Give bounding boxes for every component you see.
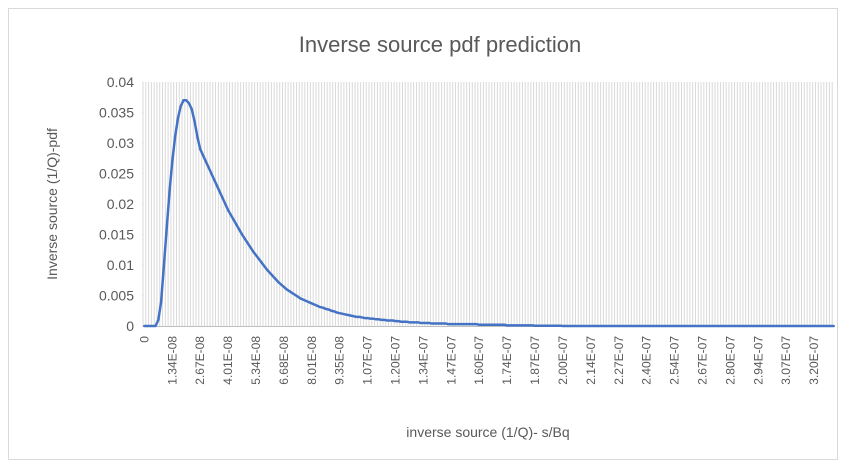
line-series bbox=[143, 99, 835, 328]
x-tick-label: 5.34E-08 bbox=[249, 336, 263, 385]
x-tick-label: 2.40E-07 bbox=[640, 336, 654, 385]
x-tick-label: 2.80E-07 bbox=[723, 336, 737, 385]
chart-area bbox=[8, 8, 838, 460]
x-tick-label: 3.07E-07 bbox=[779, 336, 793, 385]
x-tick-label: 2.67E-07 bbox=[695, 336, 709, 385]
x-tick-label: 9.35E-08 bbox=[333, 336, 347, 385]
x-tick-label: 3.20E-07 bbox=[807, 336, 821, 385]
x-tick-label: 1.87E-07 bbox=[528, 336, 542, 385]
x-tick-label: 1.60E-07 bbox=[472, 336, 486, 385]
y-tick-label: 0.015 bbox=[99, 227, 134, 243]
x-axis-title: inverse source (1/Q)- s/Bq bbox=[406, 424, 569, 440]
grid bbox=[142, 81, 833, 327]
x-tick-label: 1.34E-07 bbox=[416, 336, 430, 385]
x-tick-label: 0 bbox=[137, 336, 151, 343]
y-tick-label: 0.025 bbox=[99, 166, 134, 182]
y-axis-title: Inverse source (1/Q)-pdf bbox=[44, 128, 60, 280]
series bbox=[143, 99, 835, 328]
x-tick-label: 8.01E-08 bbox=[305, 336, 319, 385]
x-tick-label: 2.67E-08 bbox=[193, 336, 207, 385]
x-tick-label: 1.34E-08 bbox=[165, 336, 179, 385]
x-tick-label: 4.01E-08 bbox=[221, 336, 235, 385]
chart-title: Inverse source pdf prediction bbox=[299, 32, 582, 57]
y-tick-label: 0 bbox=[126, 318, 134, 334]
x-tick-label: 2.00E-07 bbox=[556, 336, 570, 385]
y-tick-label: 0.03 bbox=[107, 135, 134, 151]
y-tick-label: 0.005 bbox=[99, 288, 134, 304]
x-tick-label: 2.54E-07 bbox=[668, 336, 682, 385]
x-tick-label: 1.47E-07 bbox=[444, 336, 458, 385]
x-tick-label: 2.27E-07 bbox=[612, 336, 626, 385]
x-tick-label: 2.94E-07 bbox=[751, 336, 765, 385]
y-tick-label: 0.02 bbox=[107, 196, 134, 212]
axes: 0 0.005 0.01 0.015 0.02 0.025 0.03 0.035 0.04 0 1.… bbox=[99, 74, 835, 385]
x-tick-label: 1.74E-07 bbox=[500, 336, 514, 385]
y-tick-label: 0.035 bbox=[99, 105, 134, 121]
x-tick-label: 1.20E-07 bbox=[389, 336, 403, 385]
x-tick-label: 2.14E-07 bbox=[584, 336, 598, 385]
y-tick-label: 0.01 bbox=[107, 257, 134, 273]
y-tick-label: 0.04 bbox=[107, 74, 134, 90]
x-tick-label: 1.07E-07 bbox=[361, 336, 375, 385]
x-tick-label: 6.68E-08 bbox=[277, 336, 291, 385]
